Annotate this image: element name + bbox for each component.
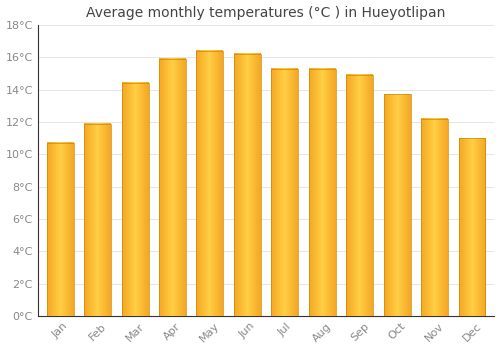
Bar: [234, 54, 261, 316]
Bar: [384, 94, 410, 316]
Bar: [309, 69, 336, 316]
Bar: [84, 124, 111, 316]
Bar: [272, 69, 298, 316]
Bar: [47, 143, 74, 316]
Title: Average monthly temperatures (°C ) in Hueyotlipan: Average monthly temperatures (°C ) in Hu…: [86, 6, 446, 20]
Bar: [421, 119, 448, 316]
Bar: [458, 138, 485, 316]
Bar: [196, 51, 224, 316]
Bar: [122, 83, 148, 316]
Bar: [346, 75, 373, 316]
Bar: [159, 59, 186, 316]
